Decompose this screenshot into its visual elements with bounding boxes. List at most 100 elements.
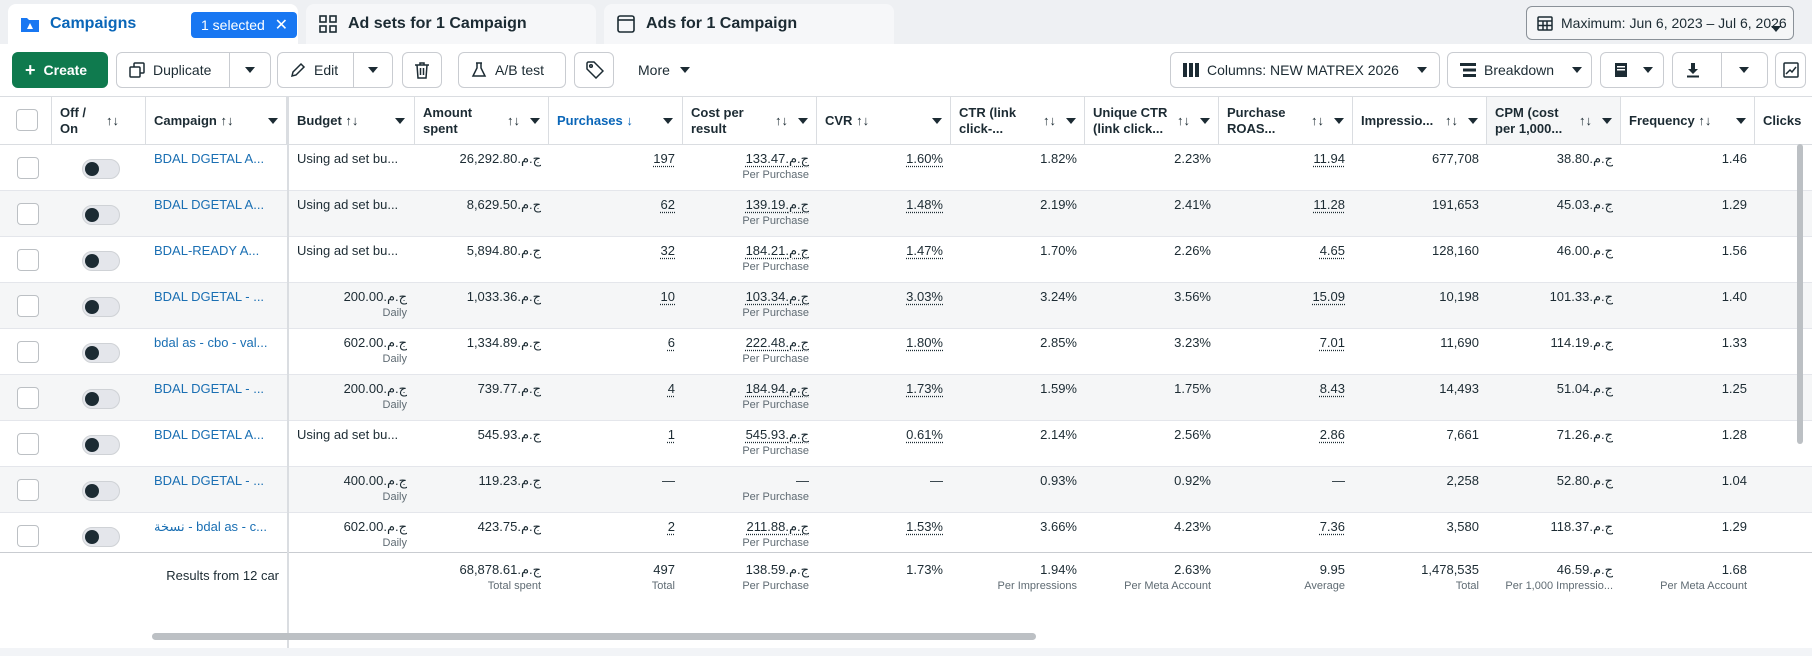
close-icon[interactable]: ✕ — [274, 17, 288, 34]
chevron-down-icon[interactable] — [268, 118, 278, 124]
header-budget[interactable]: Budget ↑↓ — [289, 97, 415, 144]
chevron-down-icon[interactable] — [1602, 118, 1612, 124]
header-purchase-roas[interactable]: Purchase ROAS... ↑↓ — [1219, 97, 1353, 144]
campaign-name-link[interactable]: BDAL DGETAL A... — [154, 197, 265, 212]
cell-cvr-value[interactable]: 1.53% — [906, 519, 943, 534]
table-row[interactable]: BDAL DGETAL A... Using ad set bu... 26,292… — [0, 145, 1812, 191]
chevron-down-icon[interactable] — [663, 118, 673, 124]
row-checkbox[interactable] — [17, 433, 39, 455]
cell-roas-value[interactable]: 15.09 — [1312, 289, 1345, 304]
header-frequency[interactable]: Frequency ↑↓ — [1621, 97, 1755, 144]
sort-icon[interactable]: ↑↓ — [856, 113, 870, 128]
edit-dropdown-icon[interactable] — [368, 67, 378, 73]
cell-cvr-value[interactable]: 1.80% — [906, 335, 943, 350]
campaign-toggle[interactable] — [82, 481, 120, 501]
campaign-toggle[interactable] — [82, 205, 120, 225]
tag-button[interactable] — [574, 52, 614, 88]
header-select-all[interactable] — [0, 97, 52, 144]
cell-purchases-value[interactable]: 197 — [653, 151, 675, 166]
campaign-name-link[interactable]: BDAL DGETAL - ... — [154, 473, 265, 488]
campaign-name-link[interactable]: BDAL DGETAL - ... — [154, 289, 265, 304]
cell-cpr-value[interactable]: — — [796, 473, 809, 488]
sort-icon[interactable]: ↑↓ — [1445, 113, 1458, 128]
tab-adsets[interactable]: Ad sets for 1 Campaign — [306, 4, 596, 44]
cell-purchases-value[interactable]: 32 — [660, 243, 675, 258]
cell-cvr-value[interactable]: 1.60% — [906, 151, 943, 166]
sort-icon[interactable]: ↑↓ — [345, 113, 359, 128]
cell-cvr-value[interactable]: 1.47% — [906, 243, 943, 258]
reports-button[interactable] — [1600, 52, 1664, 88]
row-checkbox[interactable] — [17, 203, 39, 225]
cell-roas-value[interactable]: 4.65 — [1319, 243, 1345, 258]
select-all-checkbox[interactable] — [16, 109, 38, 131]
cell-roas-value[interactable]: 11.94 — [1313, 151, 1345, 166]
campaign-name-link[interactable]: BDAL DGETAL - ... — [154, 381, 265, 396]
header-campaign[interactable]: Campaign ↑↓ — [146, 97, 287, 144]
cell-cvr-value[interactable]: — — [930, 473, 943, 488]
header-ctr[interactable]: CTR (link click-... ↑↓ — [951, 97, 1085, 144]
vertical-scrollbar[interactable] — [1797, 144, 1803, 444]
campaign-toggle[interactable] — [82, 389, 120, 409]
cell-cpr-value[interactable]: 133.47.ج.م — [745, 151, 809, 166]
table-row[interactable]: bdal as - cbo - val... 602.00.ج.م Daily 1,3… — [0, 329, 1812, 375]
row-checkbox[interactable] — [17, 341, 39, 363]
chevron-down-icon[interactable] — [932, 118, 942, 124]
cell-purchases-value[interactable]: 62 — [660, 197, 675, 212]
table-row[interactable]: BDAL-READY A... Using ad set bu... 5,894.8… — [0, 237, 1812, 283]
sort-icon[interactable]: ↑↓ — [1177, 113, 1190, 128]
sort-icon[interactable]: ↑↓ — [220, 113, 234, 128]
cell-cvr-value[interactable]: 3.03% — [906, 289, 943, 304]
export-button[interactable] — [1672, 52, 1768, 88]
header-impressions[interactable]: Impressio... ↑↓ — [1353, 97, 1487, 144]
header-amount-spent[interactable]: Amount spent ↑↓ — [415, 97, 549, 144]
row-checkbox[interactable] — [17, 479, 39, 501]
header-off-on[interactable]: Off / On ↑↓ — [52, 97, 146, 144]
chevron-down-icon[interactable] — [1334, 118, 1344, 124]
horizontal-scrollbar[interactable] — [152, 633, 1036, 640]
chevron-down-icon[interactable] — [1066, 118, 1076, 124]
cell-purchases-value[interactable]: — — [662, 473, 675, 488]
chevron-down-icon[interactable] — [530, 118, 540, 124]
campaign-toggle[interactable] — [82, 159, 120, 179]
cell-purchases-value[interactable]: 4 — [667, 381, 675, 396]
cell-cpr-value[interactable]: 222.48.ج.م — [745, 335, 809, 350]
row-checkbox[interactable] — [17, 249, 39, 271]
cell-roas-value[interactable]: — — [1332, 473, 1345, 488]
campaign-toggle[interactable] — [82, 251, 120, 271]
table-row[interactable]: BDAL DGETAL - ... 200.00.ج.م Daily 739.77.ج… — [0, 375, 1812, 421]
export-dropdown-icon[interactable] — [1739, 67, 1749, 73]
cell-cpr-value[interactable]: 103.34.ج.م — [745, 289, 809, 304]
header-cost-per-result[interactable]: Cost per result ↑↓ — [683, 97, 817, 144]
campaign-name-link[interactable]: BDAL DGETAL A... — [154, 151, 265, 166]
table-row[interactable]: BDAL DGETAL - ... 400.00.ج.م Daily 119.23.ج… — [0, 467, 1812, 513]
chevron-down-icon[interactable] — [798, 118, 808, 124]
campaign-toggle[interactable] — [82, 343, 120, 363]
sort-icon[interactable]: ↑↓ — [507, 113, 520, 128]
more-button[interactable]: More — [638, 52, 690, 88]
row-checkbox[interactable] — [17, 525, 39, 547]
campaign-name-link[interactable]: BDAL-READY A... — [154, 243, 260, 258]
chevron-down-icon[interactable] — [1200, 118, 1210, 124]
sort-icon[interactable]: ↑↓ — [1311, 113, 1324, 128]
header-clicks[interactable]: Clicks — [1755, 97, 1812, 144]
tab-ads[interactable]: Ads for 1 Campaign — [604, 4, 894, 44]
cell-roas-value[interactable]: 7.36 — [1319, 519, 1345, 534]
sort-icon[interactable]: ↑↓ — [106, 113, 119, 128]
cell-purchases-value[interactable]: 2 — [667, 519, 675, 534]
campaign-toggle[interactable] — [82, 435, 120, 455]
duplicate-dropdown-icon[interactable] — [245, 67, 255, 73]
delete-button[interactable] — [402, 52, 442, 88]
table-row[interactable]: BDAL DGETAL A... Using ad set bu... 545.93… — [0, 421, 1812, 467]
header-cpm[interactable]: CPM (cost per 1,000... ↑↓ — [1487, 97, 1621, 144]
row-checkbox[interactable] — [17, 387, 39, 409]
cell-cpr-value[interactable]: 139.19.ج.م — [745, 197, 809, 212]
duplicate-button[interactable]: Duplicate — [116, 52, 271, 88]
cell-roas-value[interactable]: 7.01 — [1319, 335, 1345, 350]
cell-cpr-value[interactable]: 184.94.ج.م — [745, 381, 809, 396]
cell-cvr-value[interactable]: 0.61% — [906, 427, 943, 442]
header-cvr[interactable]: CVR ↑↓ — [817, 97, 951, 144]
row-checkbox[interactable] — [17, 295, 39, 317]
cell-roas-value[interactable]: 8.43 — [1319, 381, 1345, 396]
breakdown-button[interactable]: Breakdown — [1447, 52, 1592, 88]
cell-roas-value[interactable]: 2.86 — [1319, 427, 1345, 442]
